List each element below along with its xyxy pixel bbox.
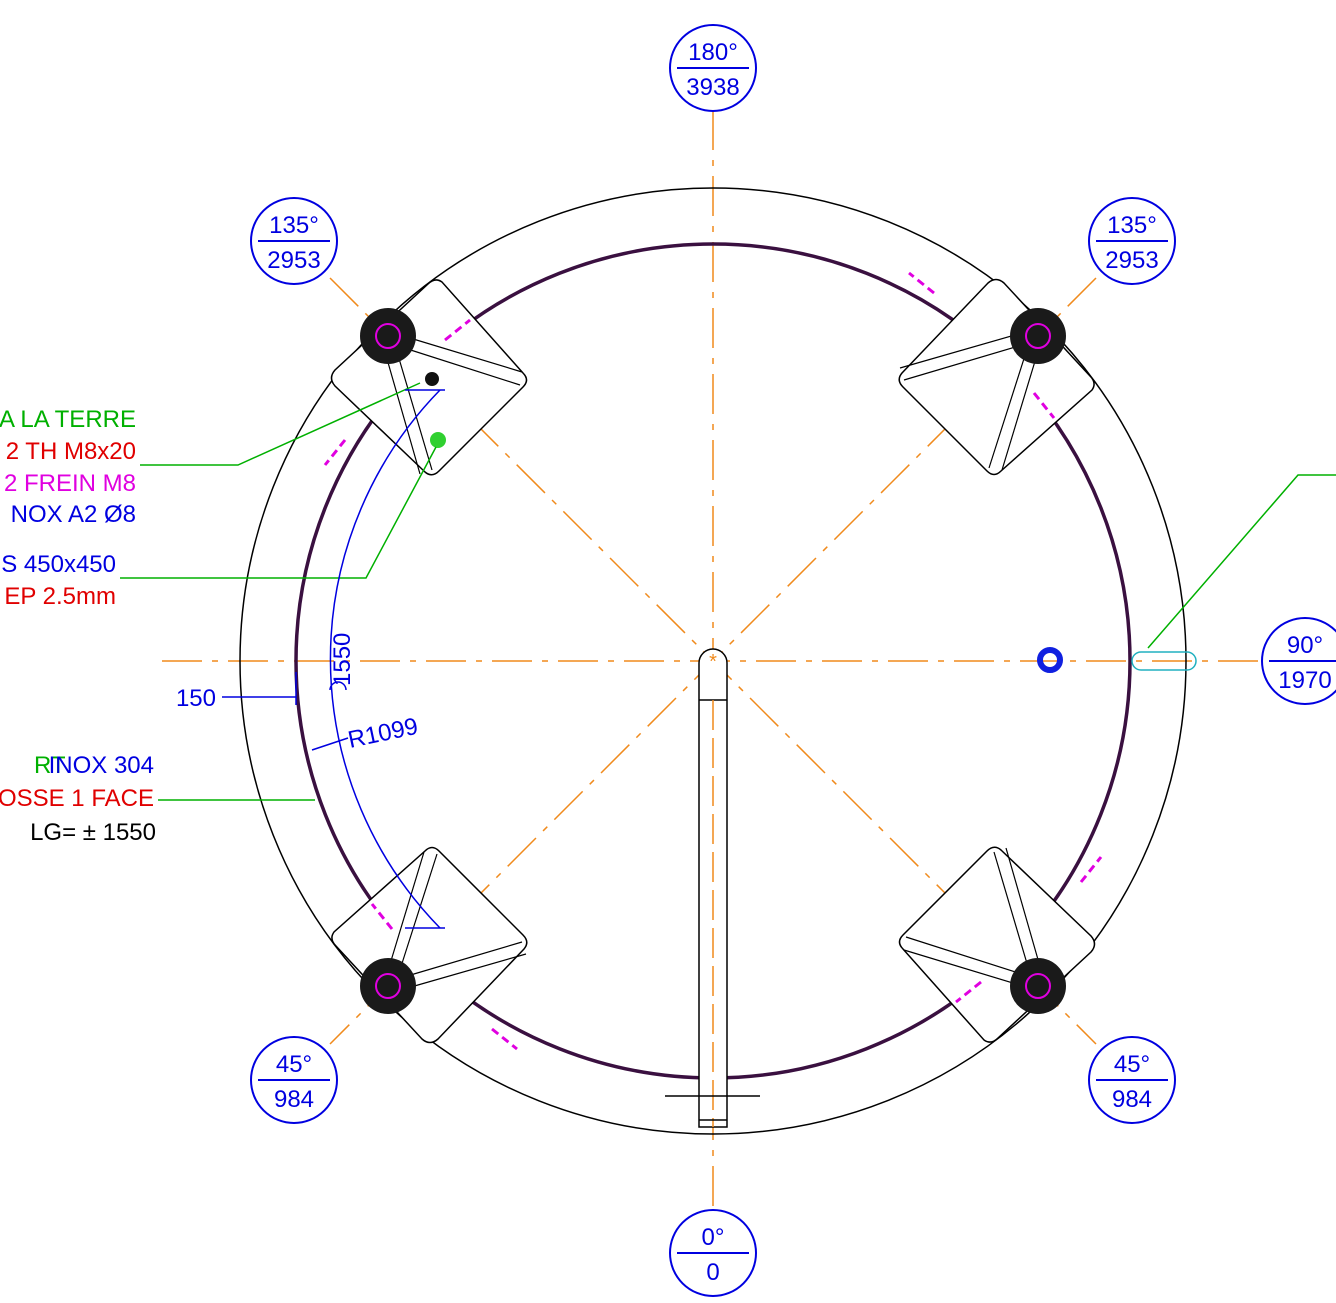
drawing: * A LA TERRE 2 TH M8x20 2 FREIN M8 NOX A… — [0, 0, 1336, 1303]
note: EP 2.5mm — [4, 583, 116, 610]
balloon: 180° 3938 — [670, 25, 756, 111]
foot-base — [360, 958, 416, 1014]
note: S 450x450 — [1, 551, 116, 578]
pad-weld — [909, 273, 934, 293]
balloon-angle: 135° — [1107, 212, 1157, 239]
balloon: 90° 1970 — [1262, 618, 1336, 704]
note: 2 FREIN M8 — [4, 470, 136, 497]
balloon-angle: 45° — [276, 1051, 312, 1078]
notes: A LA TERRE 2 TH M8x20 2 FREIN M8 NOX A2 … — [0, 406, 420, 846]
foot-base — [1010, 308, 1066, 364]
center-mark: * — [709, 651, 717, 673]
note: LG= ± 1550 — [30, 819, 156, 846]
balloon-angle: 90° — [1287, 632, 1323, 659]
foot-base — [1010, 958, 1066, 1014]
leaders — [120, 383, 1336, 928]
balloon: 45°984 — [251, 1037, 337, 1123]
dimension: R1099 — [346, 713, 421, 754]
note: OSSE 1 FACE — [0, 785, 154, 812]
note: 2 TH M8x20 — [6, 438, 136, 465]
balloon-angle: 180° — [688, 39, 738, 66]
balloon-distance: 2953 — [267, 247, 320, 274]
pipe — [665, 649, 760, 1127]
balloon: 135° 2953 — [251, 198, 337, 284]
pad-weld — [1081, 857, 1101, 882]
balloon: 135° 2953 — [1089, 198, 1175, 284]
pad-weld — [492, 1029, 517, 1049]
balloon-angle: 135° — [269, 212, 319, 239]
balloon: 45°984 — [1089, 1037, 1175, 1123]
earth-bolt — [425, 372, 439, 386]
note: INOX 304 — [49, 752, 154, 779]
dimension: 1550 — [329, 633, 356, 686]
note: A LA TERRE — [0, 406, 136, 433]
balloon-angle: 45° — [1114, 1051, 1150, 1078]
balloon-angle: 0° — [702, 1224, 725, 1251]
earth-pad — [430, 432, 446, 448]
foot-base — [360, 308, 416, 364]
balloon-distance: 984 — [1112, 1086, 1152, 1113]
pad-weld — [325, 440, 345, 465]
nozzle — [1040, 650, 1060, 670]
balloon-distance: 3938 — [686, 74, 739, 101]
balloon: 0°0 — [670, 1210, 756, 1296]
balloon-distance: 984 — [274, 1086, 314, 1113]
balloon-distance: 2953 — [1105, 247, 1158, 274]
dimension: 150 — [176, 685, 216, 712]
note: NOX A2 Ø8 — [11, 501, 136, 528]
balloon-distance: 0 — [706, 1259, 719, 1286]
balloon-distance: 1970 — [1278, 667, 1331, 694]
